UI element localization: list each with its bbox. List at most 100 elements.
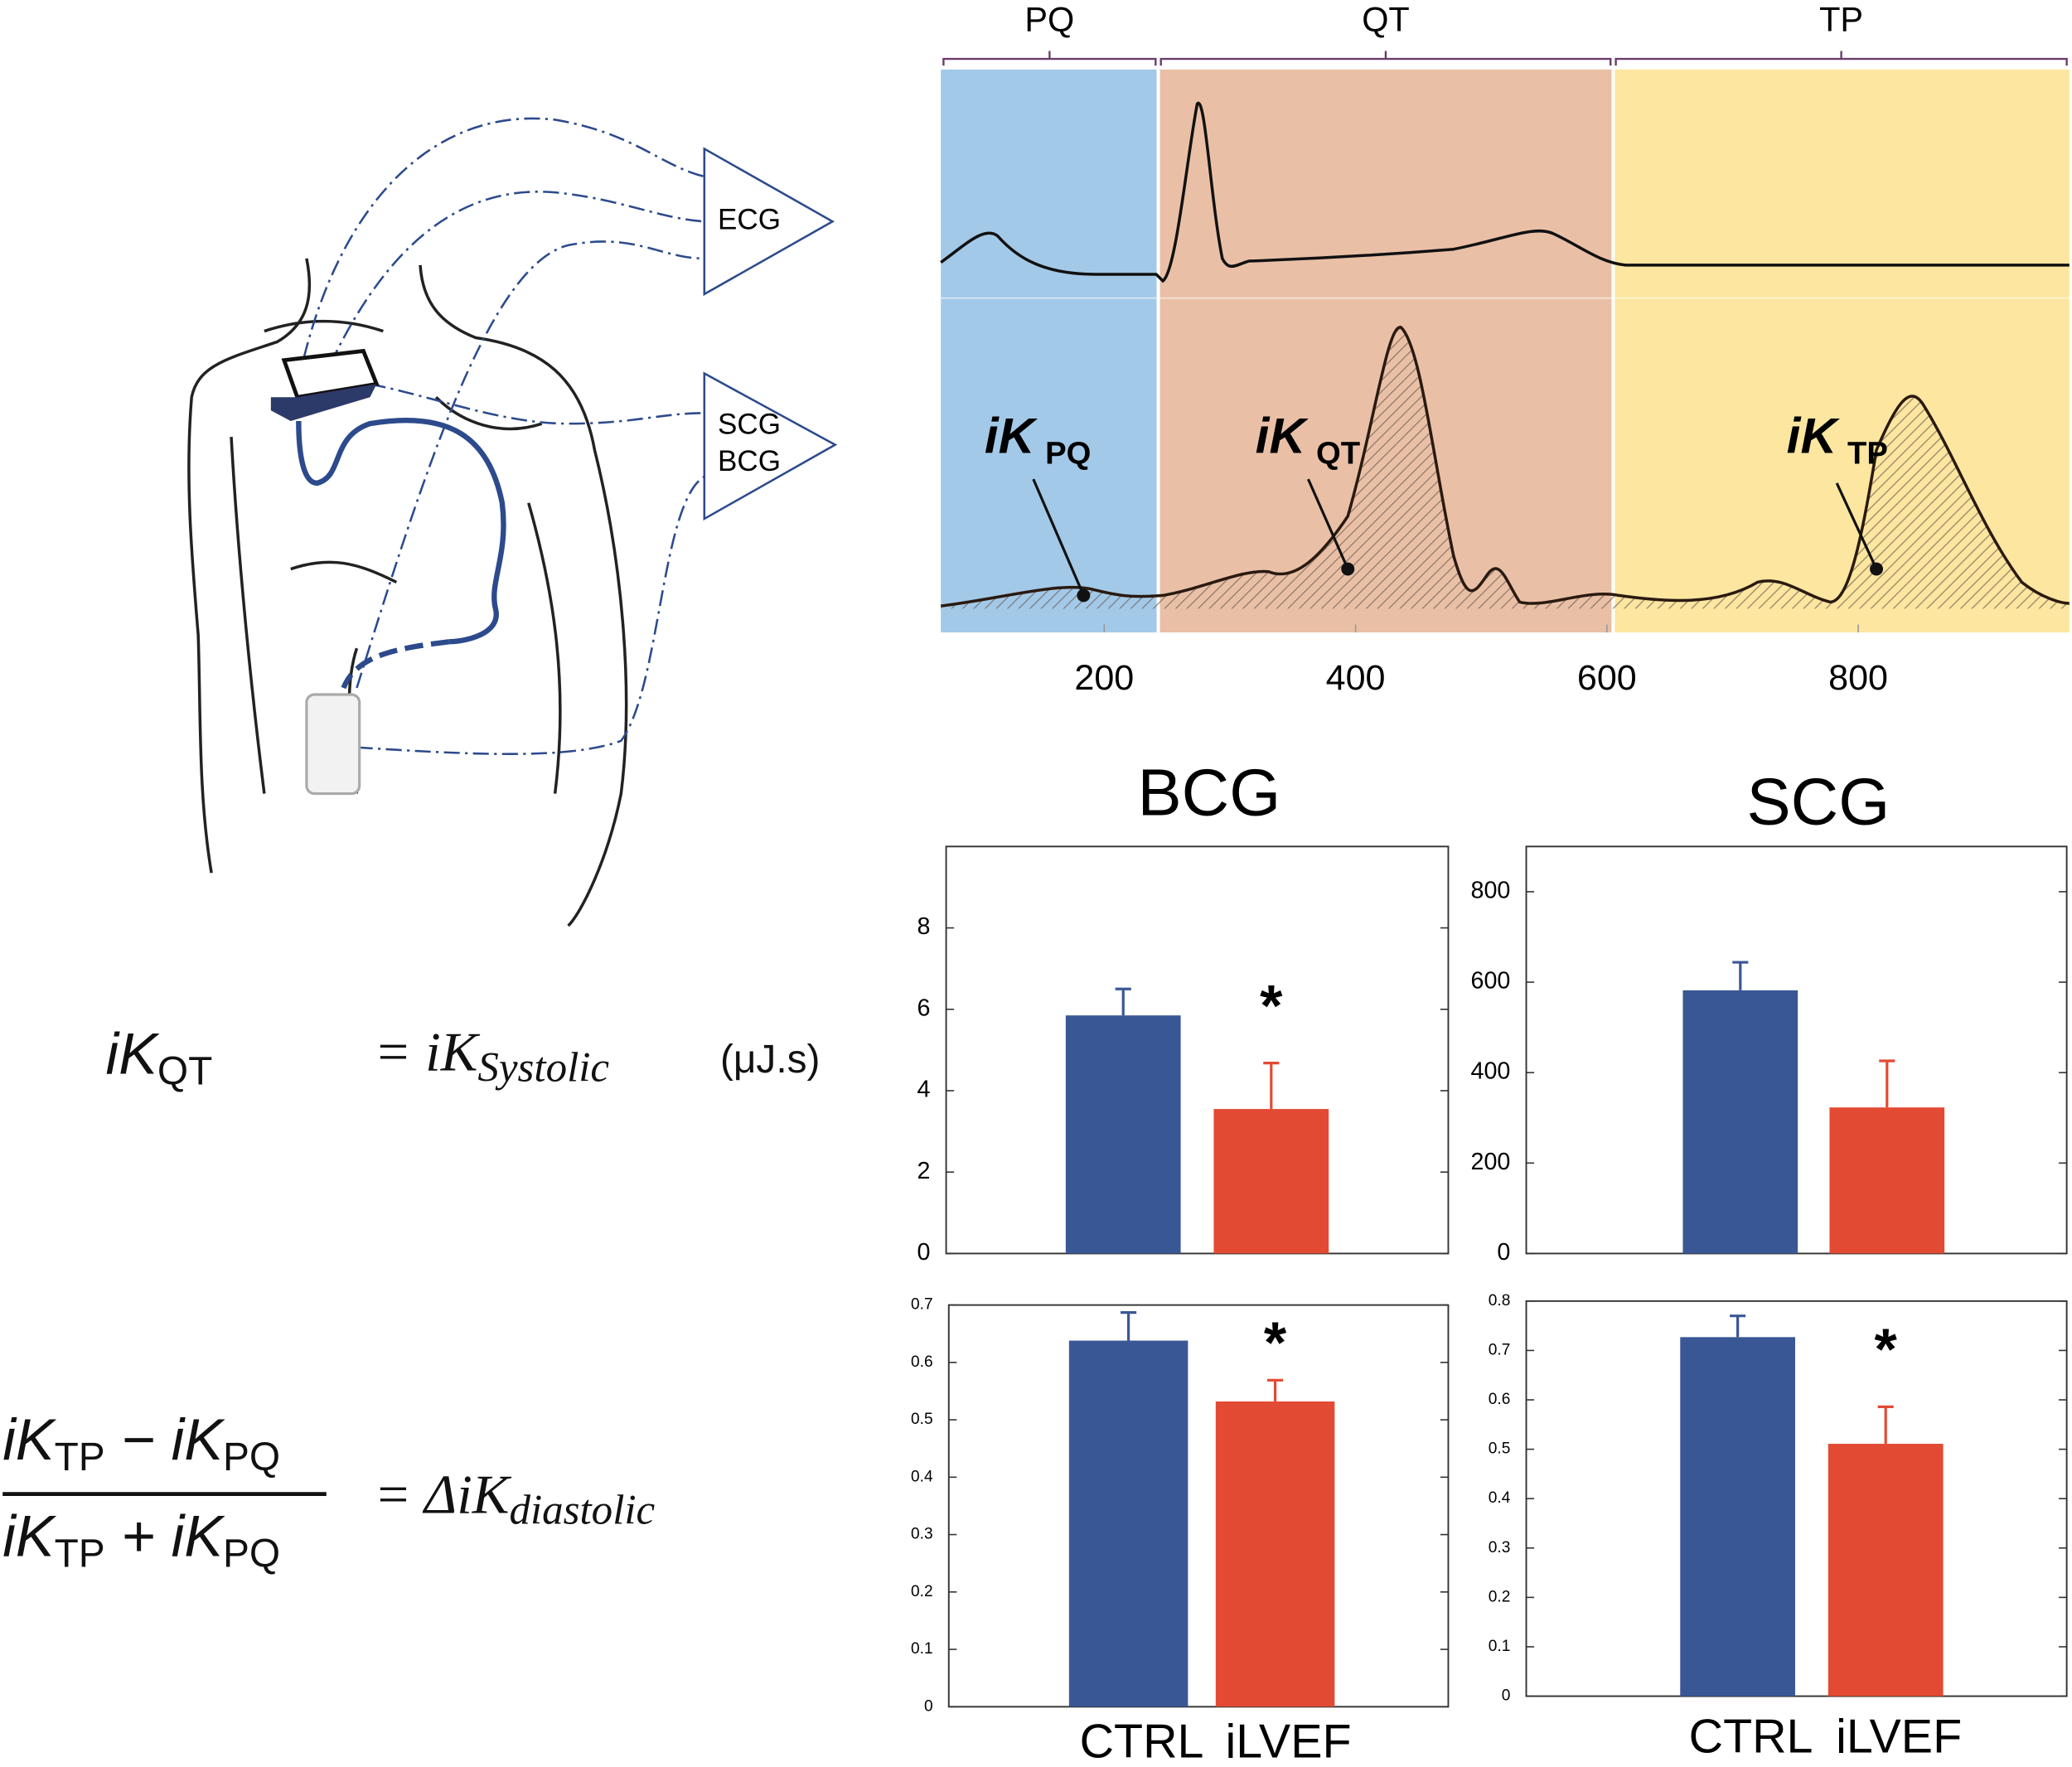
scg-label: SCG [718,409,781,441]
segment-bracket [1615,51,2068,66]
annotation-sub: TP [1847,436,1888,472]
y-tick-label: 600 [1471,968,1511,995]
eq-sub: PQ [223,1532,280,1576]
equations: iKQT = iKSystolic (μJ.s) iKTP − iKPQ iKT… [2,1020,820,1576]
cable-dashed [341,639,450,690]
eq-part: + iK [105,1503,226,1568]
segment-label: TP [1819,0,1863,38]
eq-part: − iK [105,1406,226,1472]
y-tick-label: 0.8 [1489,1292,1511,1310]
y-tick-label: 0 [1502,1687,1511,1705]
lead [356,475,705,756]
y-tick-label: 8 [917,913,930,940]
chart-title: BCG [1138,755,1281,829]
scg-trace [940,326,2070,608]
wiring [303,117,705,756]
annotation-dot [1870,562,1884,576]
eq-numerator: iKTP − iKPQ [2,1406,280,1479]
y-tick-label: 800 [1471,877,1511,903]
scg-block [703,371,838,521]
belt-device [305,693,361,796]
bar [1215,1401,1335,1707]
bar [1682,990,1798,1254]
y-tick-label: 200 [1471,1149,1511,1175]
y-tick-label: 0.1 [911,1640,933,1658]
y-tick-label: 0.5 [911,1411,933,1428]
collar [264,319,384,333]
bar [1828,1444,1944,1697]
eq-unit: (μJ.s) [720,1038,821,1082]
y-tick-label: 0.2 [1489,1588,1511,1605]
eq-denominator: iKTP + iKPQ [2,1503,280,1576]
bar [1680,1337,1795,1697]
annotation-text: iK [1787,407,1841,463]
segment-label: PQ [1024,0,1074,38]
x-tick-label: CTRL [1080,1716,1204,1767]
eq-sub: QT [157,1049,212,1093]
eq-sub: TP [55,1532,105,1576]
signal-traces [940,101,2070,609]
annotation-sub: PQ [1045,436,1091,472]
eq-sub: TP [55,1435,105,1479]
body-illustration [187,258,628,927]
eq-equals: = ΔiK [374,1464,512,1526]
segment-label: QT [1362,0,1410,38]
x-tick-label: 400 [1326,658,1386,698]
ecg-trace [940,101,2070,283]
ecg-block [703,147,835,297]
y-tick-label: 0.4 [911,1468,933,1485]
y-tick-label: 0.7 [911,1296,933,1314]
y-tick-label: 4 [917,1077,930,1103]
segment [941,69,1159,633]
segment [1613,69,2070,633]
segment-bracket [942,51,1157,66]
y-tick-label: 0.1 [1489,1638,1511,1655]
eq-part: iK [2,1406,57,1472]
chest-line [290,560,398,584]
y-tick-label: 2 [917,1158,930,1184]
eq-symbol: iK [106,1020,161,1086]
x-tick-label: CTRL [1689,1710,1813,1763]
annotation: iK TP [1787,407,1888,471]
annotation-text: iK [1256,407,1310,463]
y-tick-label: 0.3 [1489,1539,1511,1556]
bcg-label: BCG [718,445,781,477]
lead [370,383,704,425]
x-tick-label: iLVEF [1836,1710,1962,1763]
torso-right [419,264,628,927]
chest-device-side [270,384,377,421]
devices: ECG SCG BCG [270,147,838,796]
x-tick-label: 200 [1074,658,1134,698]
y-tick-label: 0 [1497,1239,1510,1266]
arm-line [230,436,266,794]
annotation-leader [1306,478,1349,570]
annotation-dot [1341,562,1355,576]
chart-title: SCG [1747,765,1890,839]
significance-marker: * [1264,1310,1287,1375]
y-tick-label: 0 [917,1239,930,1266]
equation-diastolic-rhs: = ΔiKdiastolic [374,1464,655,1533]
plot-frame [1525,1300,2068,1697]
significance-marker: * [1875,1316,1898,1382]
annotation-sub: QT [1316,436,1360,472]
cable [296,418,506,645]
y-tick-label: 0.4 [1489,1489,1511,1507]
eq-sub: PQ [223,1435,280,1479]
y-tick-label: 0.5 [1489,1440,1511,1458]
y-tick-label: 400 [1471,1058,1511,1085]
x-tick-label: 800 [1828,658,1888,698]
y-tick-label: 0.6 [911,1353,933,1371]
eq-sub: Systolic [477,1044,609,1091]
x-tick-label: 600 [1577,658,1637,698]
y-tick-label: 0.6 [1489,1391,1511,1408]
y-tick-label: 6 [917,995,930,1021]
torso-left [187,258,312,874]
annotation-leader [1032,478,1085,597]
annotation-dot [1077,588,1091,603]
bar [1829,1107,1945,1254]
significance-marker: * [1260,972,1283,1038]
plot-frame [945,845,1450,1255]
eq-equals: = iK [374,1022,481,1083]
annotation: iK PQ [985,407,1092,471]
